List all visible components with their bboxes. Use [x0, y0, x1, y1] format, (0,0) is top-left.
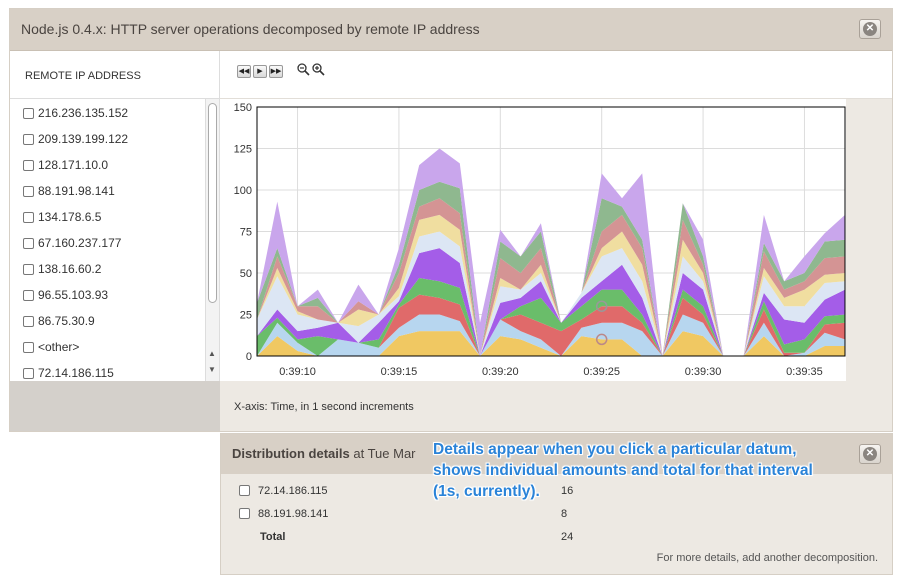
y-tick-label: 100	[234, 185, 252, 197]
ip-list-item[interactable]: <other>	[23, 338, 79, 356]
ip-list-item[interactable]: 67.160.237.177	[23, 234, 121, 252]
plot-border	[256, 106, 846, 357]
ip-label: 86.75.30.9	[38, 314, 95, 328]
distribution-header: Distribution details at Tue Mar ✕	[221, 434, 892, 474]
checkbox[interactable]	[23, 341, 34, 353]
chart-area[interactable]: 0 25 50 75 100 125 150 0:39:10 0:39:15 0:39:20 0:3…	[220, 99, 846, 381]
area-series-2	[257, 314, 845, 356]
checkbox[interactable]	[239, 485, 250, 496]
checkbox[interactable]	[23, 367, 34, 379]
distribution-title-label: Distribution details	[232, 446, 350, 461]
ip-label: <other>	[38, 340, 80, 354]
annotation-callout: Details appear when you click a particul…	[433, 439, 893, 502]
total-label: Total	[260, 531, 286, 543]
checkbox[interactable]	[23, 315, 34, 327]
list-scrollbar[interactable]: ▲ ▼	[205, 99, 219, 381]
x-tick-label: 0:39:25	[583, 366, 620, 378]
y-tick-label: 0	[246, 351, 252, 363]
row-value: 8	[561, 508, 568, 520]
checkbox[interactable]	[23, 185, 34, 197]
checkbox[interactable]	[23, 237, 34, 249]
distribution-footer: For more details, add another decomposit…	[656, 552, 878, 564]
ip-list-item[interactable]: 86.75.30.9	[23, 312, 95, 330]
ip-list-item[interactable]: 216.236.135.152	[23, 104, 128, 122]
area-series-3	[257, 294, 845, 356]
xaxis-note: X-axis: Time, in 1 second increments	[234, 401, 414, 413]
ip-label: 216.236.135.152	[38, 106, 129, 120]
ip-list-item[interactable]: 88.191.98.141	[23, 182, 115, 200]
close-icon: ✕	[863, 22, 877, 36]
distribution-close-button[interactable]: ✕	[859, 444, 881, 464]
stacked-area-chart[interactable]: 0 25 50 75 100 125 150 0:39:10 0:39:15 0:39:20 0:3…	[220, 99, 846, 381]
zoom-out-icon[interactable]	[297, 63, 310, 79]
checkbox[interactable]	[23, 263, 34, 275]
ip-label: 138.16.60.2	[38, 262, 102, 276]
fast-forward-button[interactable]: ▶▶	[269, 65, 283, 78]
distribution-panel: Distribution details at Tue Mar ✕ 72.14.…	[220, 433, 893, 575]
checkbox[interactable]	[23, 133, 34, 145]
ip-label: 72.14.186.115	[38, 366, 114, 380]
x-tick-label: 0:39:10	[279, 366, 316, 378]
area-series-1	[257, 331, 845, 356]
list-header: REMOTE IP ADDRESS	[10, 51, 220, 99]
area-series-4	[257, 278, 845, 356]
title-bar: Node.js 0.4.x: HTTP server operations de…	[10, 9, 892, 51]
callout-line: shows individual amounts and total for t…	[433, 462, 813, 479]
ip-list-item[interactable]: 138.16.60.2	[23, 260, 101, 278]
checkbox[interactable]	[23, 289, 34, 301]
checkbox[interactable]	[239, 508, 250, 519]
close-button[interactable]: ✕	[859, 19, 881, 39]
x-tick-label: 0:39:35	[786, 366, 823, 378]
y-tick-label: 125	[234, 144, 252, 156]
ip-label: 67.160.237.177	[38, 236, 122, 250]
checkbox[interactable]	[23, 159, 34, 171]
row-value: 16	[561, 485, 574, 497]
scroll-down-icon[interactable]: ▼	[208, 365, 216, 374]
rewind-button[interactable]: ◀◀	[237, 65, 251, 78]
selected-datum-marker	[595, 333, 608, 346]
callout-line: Details appear when you click a particul…	[433, 441, 797, 458]
ip-list-item[interactable]: 209.139.199.122	[23, 130, 128, 148]
checkbox[interactable]	[23, 211, 34, 223]
ip-list-item[interactable]: 128.171.10.0	[23, 156, 108, 174]
ip-list-item[interactable]: 134.178.6.5	[23, 208, 101, 226]
distribution-row[interactable]: 88.191.98.141	[239, 508, 328, 520]
list-header-label: REMOTE IP ADDRESS	[25, 70, 141, 82]
panel-title: Node.js 0.4.x: HTTP server operations de…	[21, 21, 480, 37]
scroll-thumb[interactable]	[208, 103, 217, 303]
y-tick-label: 75	[240, 227, 252, 239]
ip-list: 216.236.135.152 209.139.199.122 128.171.…	[10, 99, 220, 381]
list-footer	[10, 381, 220, 431]
ip-label: 88.191.98.141	[38, 184, 115, 198]
ip-label: 209.139.199.122	[38, 132, 129, 146]
selected-datum-marker	[595, 300, 608, 312]
chart-controls: ◀◀ ▶ ▶▶	[220, 51, 892, 99]
main-panel: Node.js 0.4.x: HTTP server operations de…	[9, 8, 893, 432]
x-tick-label: 0:39:20	[482, 366, 519, 378]
checkbox[interactable]	[23, 107, 34, 119]
ip-list-item[interactable]: 72.14.186.115	[23, 364, 114, 381]
ip-label: 96.55.103.93	[38, 288, 109, 302]
distribution-title: Distribution details at Tue Mar	[232, 446, 416, 461]
y-tick-label: 50	[240, 268, 252, 280]
ip-label: 134.178.6.5	[38, 210, 102, 224]
ip-list-item[interactable]: 96.55.103.93	[23, 286, 108, 304]
row-label: 88.191.98.141	[258, 508, 329, 520]
distribution-row[interactable]: 72.14.186.115	[239, 485, 328, 497]
ip-label: 128.171.10.0	[38, 158, 109, 172]
play-button[interactable]: ▶	[253, 65, 267, 78]
y-tick-label: 150	[234, 102, 252, 114]
y-tick-label: 25	[240, 310, 252, 322]
x-tick-label: 0:39:15	[381, 366, 418, 378]
total-value: 24	[561, 531, 574, 543]
scroll-up-icon[interactable]: ▲	[208, 349, 216, 358]
x-tick-label: 0:39:30	[685, 366, 722, 378]
close-icon: ✕	[863, 447, 877, 461]
row-label: 72.14.186.115	[258, 485, 328, 497]
callout-line: (1s, currently).	[433, 483, 540, 500]
zoom-in-icon[interactable]	[312, 63, 325, 79]
distribution-subtitle: at Tue Mar	[353, 446, 416, 461]
